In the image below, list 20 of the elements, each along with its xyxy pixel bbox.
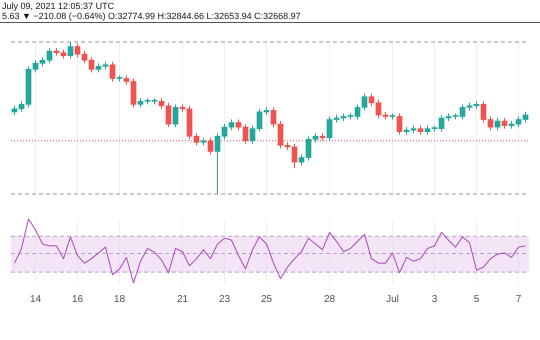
candlestick xyxy=(68,42,74,60)
x-tick-label: 18 xyxy=(114,294,126,305)
candlestick xyxy=(110,61,116,82)
candlestick xyxy=(172,104,178,128)
x-tick-label: 14 xyxy=(30,294,42,305)
text: July 09, 2021 12:05:37 UTC xyxy=(2,1,116,11)
candlestick xyxy=(418,125,424,136)
x-tick-label: 16 xyxy=(72,294,84,305)
x-tick-label: 5 xyxy=(474,294,480,305)
candlestick xyxy=(502,118,508,130)
x-tick-label: 21 xyxy=(176,294,188,305)
x-tick-label: 3 xyxy=(432,294,438,305)
candlestick xyxy=(396,112,402,136)
candlestick xyxy=(494,118,500,131)
x-tick-label: 28 xyxy=(324,294,336,305)
x-tick-label: 25 xyxy=(260,294,272,305)
x-tick-label: 23 xyxy=(218,294,230,305)
text: 5.63 ▼ −210.08 (−0.64%) O:32774.99 H:32844.66 L:32653.94 C:32668.97 xyxy=(2,11,302,21)
x-tick-label: 7 xyxy=(516,294,522,305)
x-tick-label: Jul xyxy=(386,294,399,305)
